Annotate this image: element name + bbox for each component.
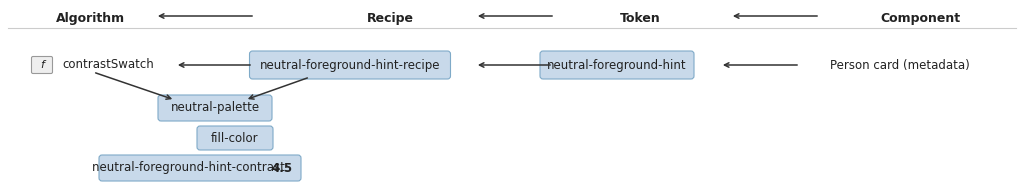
Text: f: f — [40, 60, 44, 70]
Text: Component: Component — [880, 12, 961, 25]
Text: contrastSwatch: contrastSwatch — [62, 59, 154, 71]
FancyBboxPatch shape — [197, 126, 273, 150]
Text: neutral-foreground-hint-contrast:: neutral-foreground-hint-contrast: — [92, 161, 293, 175]
Text: Token: Token — [620, 12, 660, 25]
Text: neutral-foreground-hint: neutral-foreground-hint — [547, 59, 687, 71]
Text: fill-color: fill-color — [211, 132, 259, 145]
Text: Person card (metadata): Person card (metadata) — [830, 59, 970, 71]
FancyBboxPatch shape — [158, 95, 272, 121]
FancyBboxPatch shape — [99, 155, 301, 181]
FancyBboxPatch shape — [250, 51, 451, 79]
FancyBboxPatch shape — [540, 51, 694, 79]
Text: neutral-foreground-hint-recipe: neutral-foreground-hint-recipe — [260, 59, 440, 71]
Text: 4.5: 4.5 — [271, 161, 292, 175]
Text: neutral-palette: neutral-palette — [170, 102, 259, 114]
FancyBboxPatch shape — [32, 56, 52, 74]
Text: Recipe: Recipe — [367, 12, 414, 25]
Text: Algorithm: Algorithm — [55, 12, 125, 25]
